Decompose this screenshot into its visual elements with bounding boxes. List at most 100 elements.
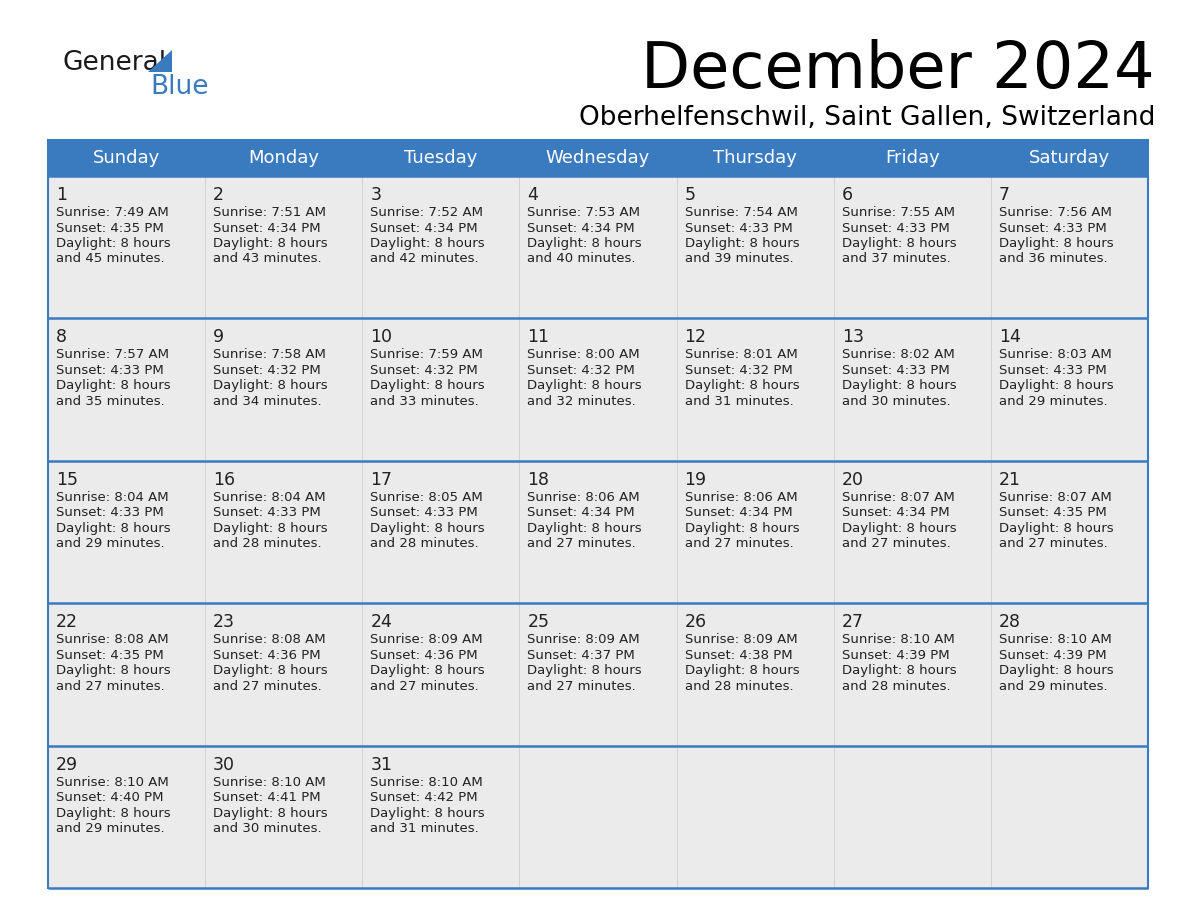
Text: Daylight: 8 hours: Daylight: 8 hours	[371, 237, 485, 250]
Bar	[991, 603, 1148, 745]
Bar	[48, 140, 1148, 176]
Text: and 45 minutes.: and 45 minutes.	[56, 252, 165, 265]
Text: Sunset: 4:34 PM: Sunset: 4:34 PM	[213, 221, 321, 234]
Text: Daylight: 8 hours: Daylight: 8 hours	[842, 237, 956, 250]
Text: Sunset: 4:33 PM: Sunset: 4:33 PM	[842, 221, 949, 234]
Text: Sunset: 4:39 PM: Sunset: 4:39 PM	[999, 649, 1106, 662]
Text: Daylight: 8 hours: Daylight: 8 hours	[213, 665, 328, 677]
Text: and 43 minutes.: and 43 minutes.	[213, 252, 322, 265]
Text: 4: 4	[527, 186, 538, 204]
Bar	[48, 461, 206, 603]
Text: Sunrise: 8:04 AM: Sunrise: 8:04 AM	[56, 491, 169, 504]
Text: 25: 25	[527, 613, 549, 632]
Text: 2: 2	[213, 186, 225, 204]
Text: and 29 minutes.: and 29 minutes.	[56, 823, 165, 835]
Bar	[362, 176, 519, 319]
Text: Sunset: 4:33 PM: Sunset: 4:33 PM	[213, 507, 321, 520]
Bar	[834, 176, 991, 319]
Text: Sunset: 4:32 PM: Sunset: 4:32 PM	[213, 364, 321, 377]
Text: and 29 minutes.: and 29 minutes.	[56, 537, 165, 550]
Text: 31: 31	[371, 756, 392, 774]
Text: Sunrise: 7:49 AM: Sunrise: 7:49 AM	[56, 206, 169, 219]
Bar	[206, 319, 362, 461]
Text: Sunrise: 8:10 AM: Sunrise: 8:10 AM	[842, 633, 954, 646]
Bar	[834, 745, 991, 888]
Text: Sunrise: 8:03 AM: Sunrise: 8:03 AM	[999, 349, 1112, 362]
Bar	[677, 745, 834, 888]
Bar	[206, 745, 362, 888]
Text: and 31 minutes.: and 31 minutes.	[371, 823, 479, 835]
Text: Sunrise: 7:57 AM: Sunrise: 7:57 AM	[56, 349, 169, 362]
Text: and 40 minutes.: and 40 minutes.	[527, 252, 636, 265]
Text: 8: 8	[56, 329, 67, 346]
Text: Daylight: 8 hours: Daylight: 8 hours	[527, 379, 642, 392]
Bar	[206, 176, 362, 319]
Text: Sunrise: 8:06 AM: Sunrise: 8:06 AM	[684, 491, 797, 504]
Text: and 36 minutes.: and 36 minutes.	[999, 252, 1107, 265]
Text: Sunrise: 8:08 AM: Sunrise: 8:08 AM	[56, 633, 169, 646]
Polygon shape	[148, 50, 172, 72]
Text: 19: 19	[684, 471, 707, 488]
Bar	[362, 745, 519, 888]
Bar	[48, 603, 206, 745]
Text: Daylight: 8 hours: Daylight: 8 hours	[56, 521, 171, 535]
Text: Sunset: 4:33 PM: Sunset: 4:33 PM	[56, 507, 164, 520]
Text: Sunrise: 8:00 AM: Sunrise: 8:00 AM	[527, 349, 640, 362]
Text: Sunset: 4:35 PM: Sunset: 4:35 PM	[999, 507, 1106, 520]
Text: 21: 21	[999, 471, 1020, 488]
Text: Sunrise: 8:01 AM: Sunrise: 8:01 AM	[684, 349, 797, 362]
Text: Sunrise: 7:53 AM: Sunrise: 7:53 AM	[527, 206, 640, 219]
Text: Sunrise: 8:09 AM: Sunrise: 8:09 AM	[527, 633, 640, 646]
Text: 18: 18	[527, 471, 549, 488]
Text: Sunrise: 7:51 AM: Sunrise: 7:51 AM	[213, 206, 327, 219]
Text: Daylight: 8 hours: Daylight: 8 hours	[371, 521, 485, 535]
Bar	[677, 603, 834, 745]
Text: Sunset: 4:40 PM: Sunset: 4:40 PM	[56, 791, 164, 804]
Text: Sunset: 4:33 PM: Sunset: 4:33 PM	[56, 364, 164, 377]
Text: and 35 minutes.: and 35 minutes.	[56, 395, 165, 408]
Text: 24: 24	[371, 613, 392, 632]
Text: Sunrise: 7:55 AM: Sunrise: 7:55 AM	[842, 206, 955, 219]
Text: Daylight: 8 hours: Daylight: 8 hours	[999, 237, 1113, 250]
Text: 3: 3	[371, 186, 381, 204]
Text: Sunrise: 8:04 AM: Sunrise: 8:04 AM	[213, 491, 326, 504]
Text: Saturday: Saturday	[1029, 149, 1110, 167]
Text: Sunset: 4:32 PM: Sunset: 4:32 PM	[684, 364, 792, 377]
Text: Sunset: 4:36 PM: Sunset: 4:36 PM	[213, 649, 321, 662]
Text: Daylight: 8 hours: Daylight: 8 hours	[213, 237, 328, 250]
Text: 28: 28	[999, 613, 1020, 632]
Text: Daylight: 8 hours: Daylight: 8 hours	[842, 665, 956, 677]
Bar	[677, 461, 834, 603]
Text: 16: 16	[213, 471, 235, 488]
Text: and 28 minutes.: and 28 minutes.	[371, 537, 479, 550]
Text: Sunset: 4:35 PM: Sunset: 4:35 PM	[56, 649, 164, 662]
Bar	[519, 461, 677, 603]
Text: 29: 29	[56, 756, 78, 774]
Text: 11: 11	[527, 329, 549, 346]
Text: 1: 1	[56, 186, 67, 204]
Text: Sunset: 4:42 PM: Sunset: 4:42 PM	[371, 791, 478, 804]
Text: Sunrise: 8:09 AM: Sunrise: 8:09 AM	[371, 633, 482, 646]
Text: 22: 22	[56, 613, 78, 632]
Text: 6: 6	[842, 186, 853, 204]
Text: Sunset: 4:34 PM: Sunset: 4:34 PM	[684, 507, 792, 520]
Bar	[677, 319, 834, 461]
Text: Sunrise: 7:56 AM: Sunrise: 7:56 AM	[999, 206, 1112, 219]
Text: Daylight: 8 hours: Daylight: 8 hours	[56, 379, 171, 392]
Text: and 27 minutes.: and 27 minutes.	[842, 537, 950, 550]
Bar	[362, 461, 519, 603]
Text: Thursday: Thursday	[713, 149, 797, 167]
Text: Sunrise: 8:10 AM: Sunrise: 8:10 AM	[56, 776, 169, 789]
Text: Daylight: 8 hours: Daylight: 8 hours	[56, 807, 171, 820]
Text: Sunrise: 7:59 AM: Sunrise: 7:59 AM	[371, 349, 484, 362]
Text: Sunrise: 8:08 AM: Sunrise: 8:08 AM	[213, 633, 326, 646]
Text: and 34 minutes.: and 34 minutes.	[213, 395, 322, 408]
Text: Daylight: 8 hours: Daylight: 8 hours	[684, 665, 800, 677]
Text: Daylight: 8 hours: Daylight: 8 hours	[56, 665, 171, 677]
Text: Sunrise: 8:07 AM: Sunrise: 8:07 AM	[842, 491, 954, 504]
Text: 26: 26	[684, 613, 707, 632]
Text: Sunset: 4:33 PM: Sunset: 4:33 PM	[999, 364, 1106, 377]
Text: and 28 minutes.: and 28 minutes.	[684, 679, 794, 693]
Bar	[206, 603, 362, 745]
Text: Sunrise: 8:10 AM: Sunrise: 8:10 AM	[999, 633, 1112, 646]
